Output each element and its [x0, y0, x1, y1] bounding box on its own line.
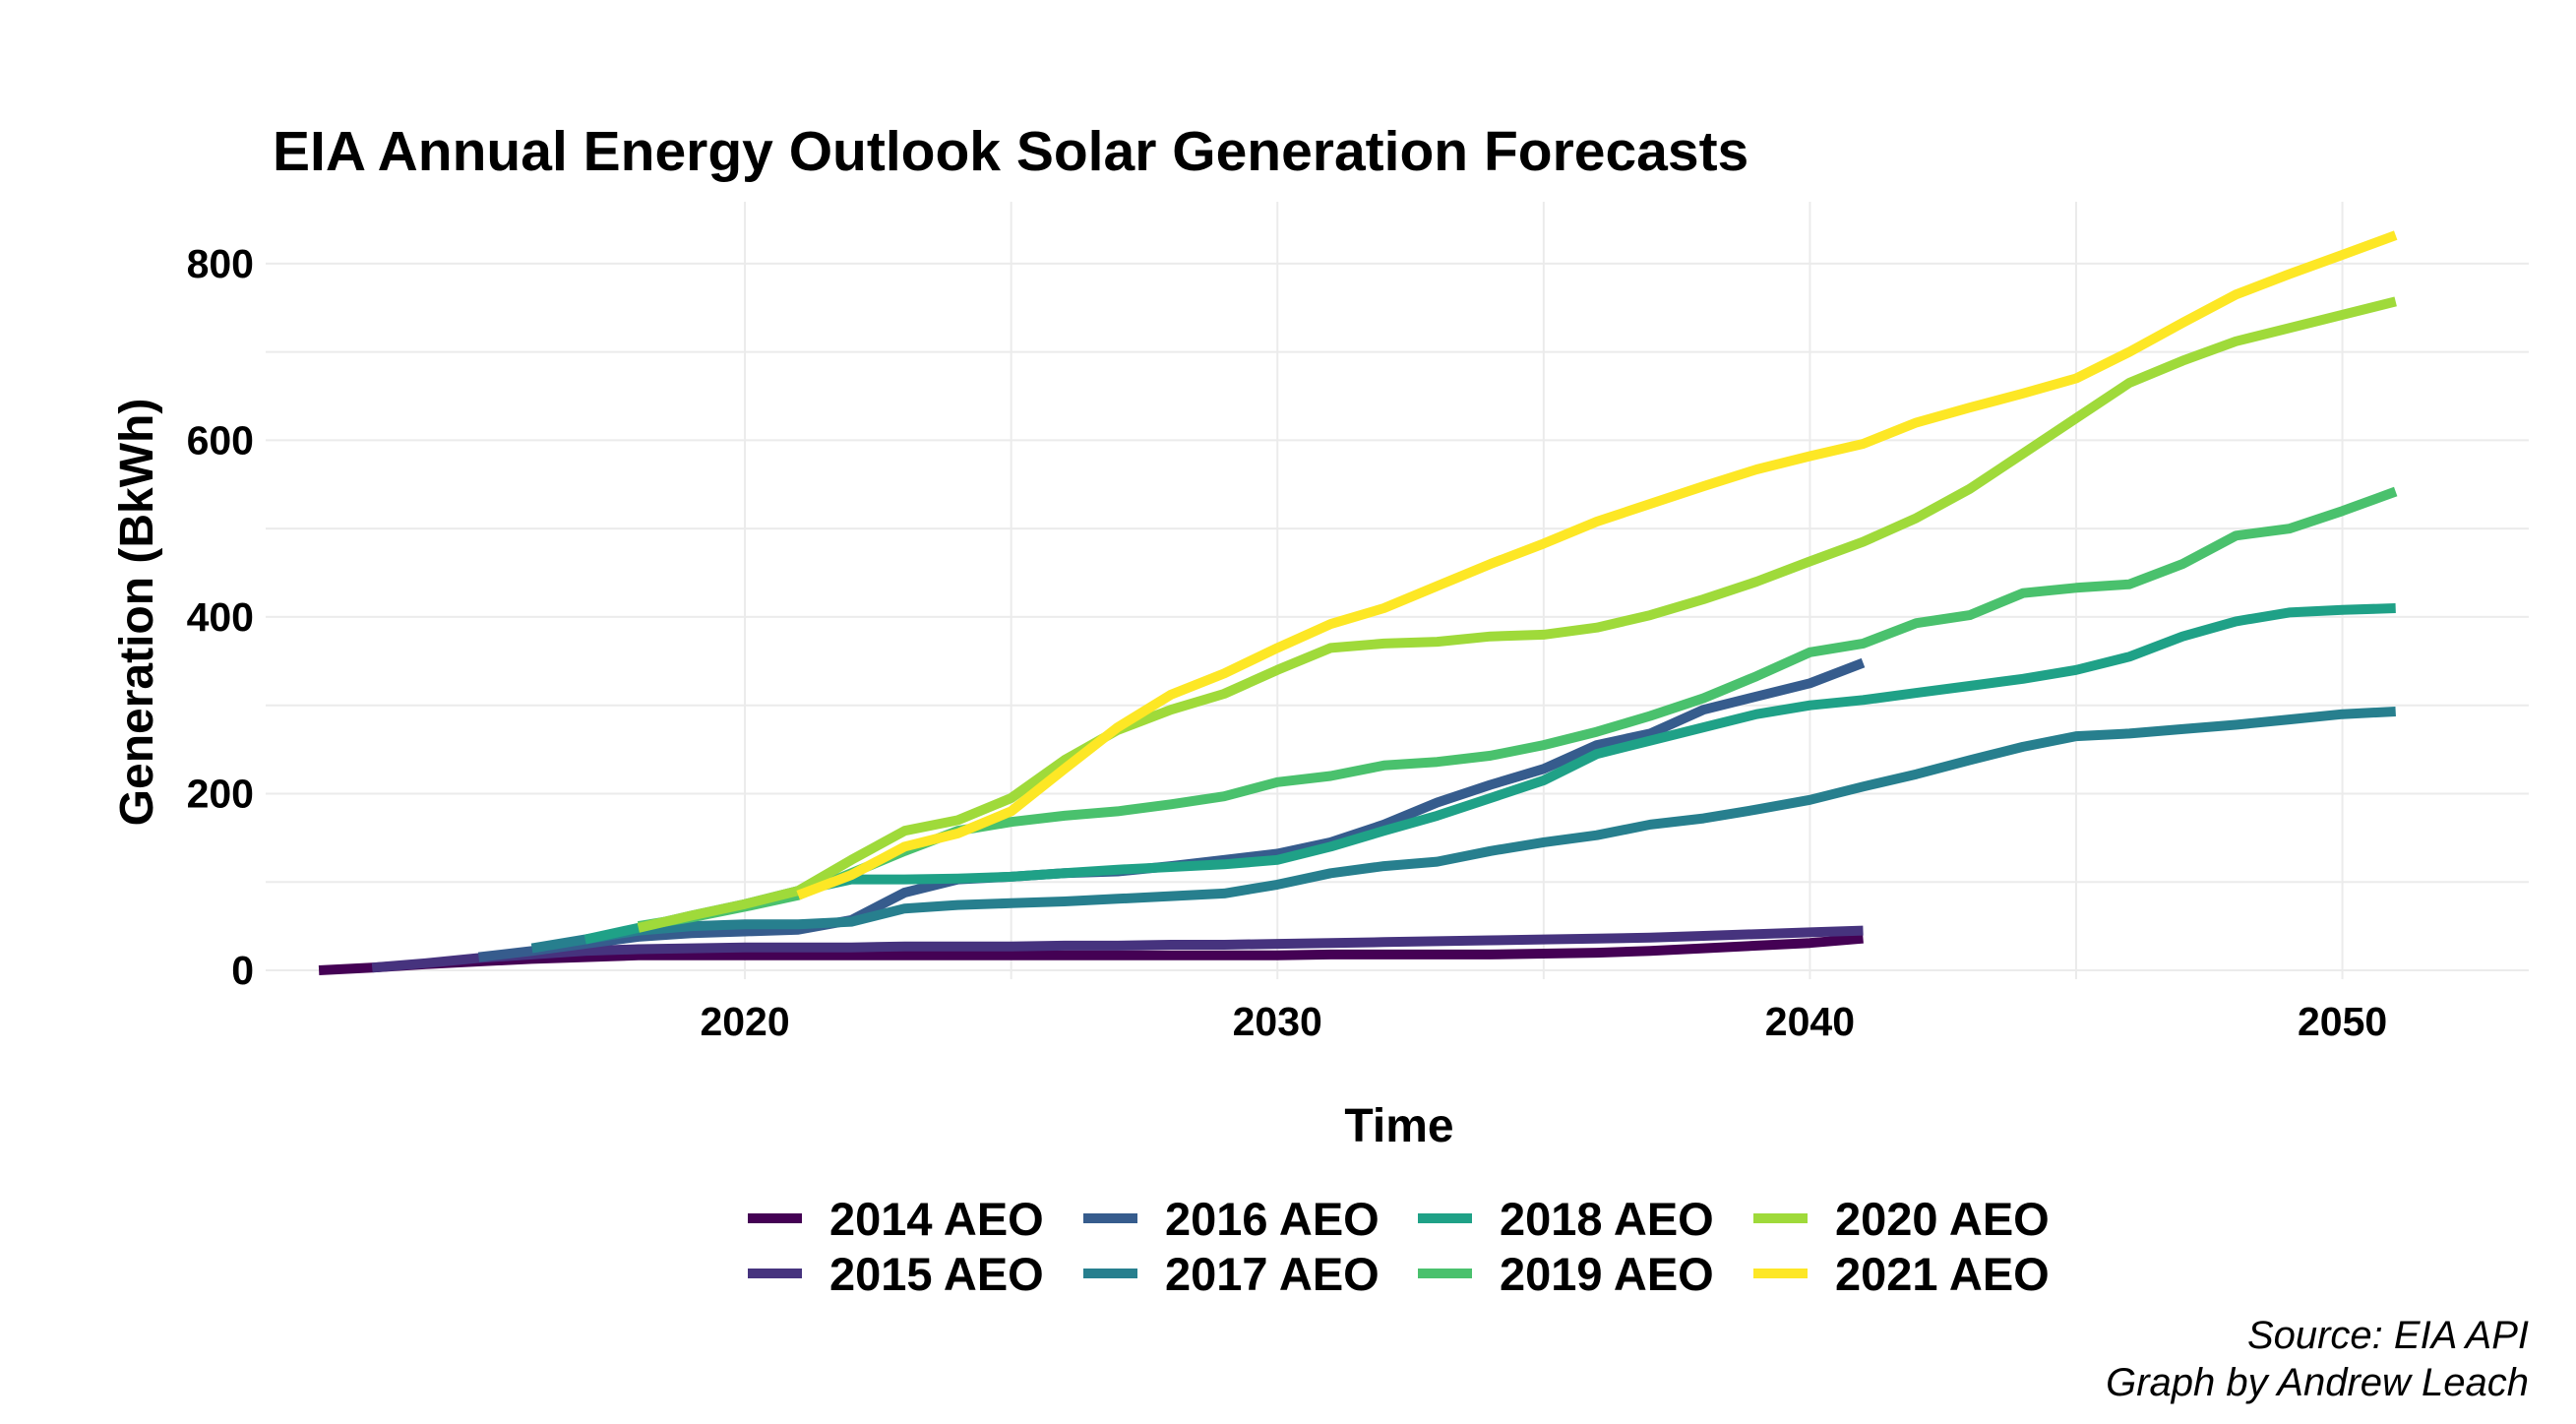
series-line-2015: [371, 925, 1864, 973]
y-tick-label: 200: [187, 771, 254, 816]
x-tick-label: 2020: [700, 999, 789, 1044]
series-line-2017: [530, 707, 2396, 954]
series-line-2021: [796, 230, 2398, 900]
y-tick-label: 400: [187, 594, 254, 640]
legend-label: 2020 AEO: [1835, 1193, 2050, 1245]
legend-label: 2019 AEO: [1500, 1248, 1714, 1300]
caption-source: Source: EIA API: [2247, 1314, 2529, 1357]
chart-title: EIA Annual Energy Outlook Solar Generati…: [273, 120, 1748, 183]
y-tick-label: 800: [187, 241, 254, 286]
y-tick-label: 600: [187, 417, 254, 463]
series-line-2014: [318, 933, 1864, 975]
y-axis-ticks: 0 200 400 600 800: [187, 241, 254, 993]
legend-label: 2018 AEO: [1500, 1193, 1714, 1245]
x-axis-ticks: 2020 2030 2040 2050: [700, 999, 2387, 1044]
series-line-2018: [583, 603, 2396, 945]
x-axis-title: Time: [1344, 1100, 1453, 1152]
x-tick-label: 2050: [2298, 999, 2387, 1044]
x-tick-label: 2040: [1765, 999, 1855, 1044]
x-tick-label: 2030: [1233, 999, 1322, 1044]
caption-author: Graph by Andrew Leach: [2106, 1361, 2529, 1404]
legend-label: 2016 AEO: [1165, 1193, 1380, 1245]
y-tick-label: 0: [231, 948, 254, 993]
series-line-2020: [637, 296, 2397, 933]
legend-label: 2021 AEO: [1835, 1248, 2050, 1300]
legend-label: 2015 AEO: [829, 1248, 1044, 1300]
series-group: [318, 230, 2398, 975]
legend-label: 2017 AEO: [1165, 1248, 1380, 1300]
legend-label: 2014 AEO: [829, 1193, 1044, 1245]
y-axis-title: Generation (BkWh): [111, 399, 163, 827]
